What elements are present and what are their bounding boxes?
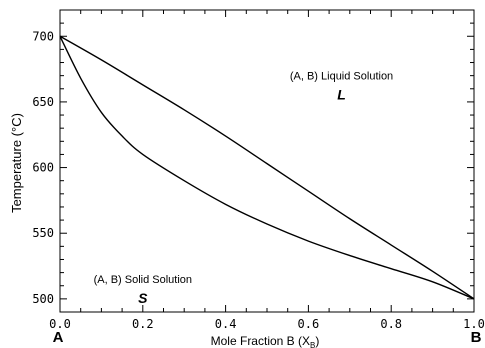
y-axis-label: Temperature (°C) <box>9 113 24 213</box>
annotation-label: L <box>337 86 346 102</box>
endpoint-label-b: B <box>471 329 482 346</box>
x-tick-label: 0.8 <box>380 317 402 331</box>
y-tick-label: 600 <box>32 161 54 175</box>
annotation-label: (A, B) Solid Solution <box>94 274 192 286</box>
plot-area-frame <box>59 9 475 313</box>
x-tick-label: 0.2 <box>132 317 154 331</box>
endpoint-label-a: A <box>53 329 64 346</box>
solidus-curve <box>59 35 475 300</box>
x-tick-label: 0.6 <box>298 317 320 331</box>
x-tick-label: 0.4 <box>215 317 237 331</box>
liquidus-curve <box>59 35 475 300</box>
y-tick-label: 550 <box>32 226 54 240</box>
annotation-label: S <box>138 290 148 306</box>
axis-ticks <box>59 9 475 313</box>
x-axis-label: Mole Fraction B (XB) <box>211 334 320 348</box>
axis-tick-labels: 500 550 600 650 700 0.0 0.2 0.4 0.6 0.8 1.0 <box>32 29 485 331</box>
y-tick-label: 650 <box>32 95 54 109</box>
annotation-label: (A, B) Liquid Solution <box>290 71 393 83</box>
region-annotations: (A, B) Liquid Solution L (A, B) Solid Solu… <box>94 71 394 306</box>
y-tick-label: 500 <box>32 292 54 306</box>
x-tick-label: 0.0 <box>49 317 71 331</box>
phase-boundary-curves <box>59 35 475 300</box>
y-tick-label: 700 <box>32 29 54 43</box>
x-tick-label: 1.0 <box>463 317 485 331</box>
